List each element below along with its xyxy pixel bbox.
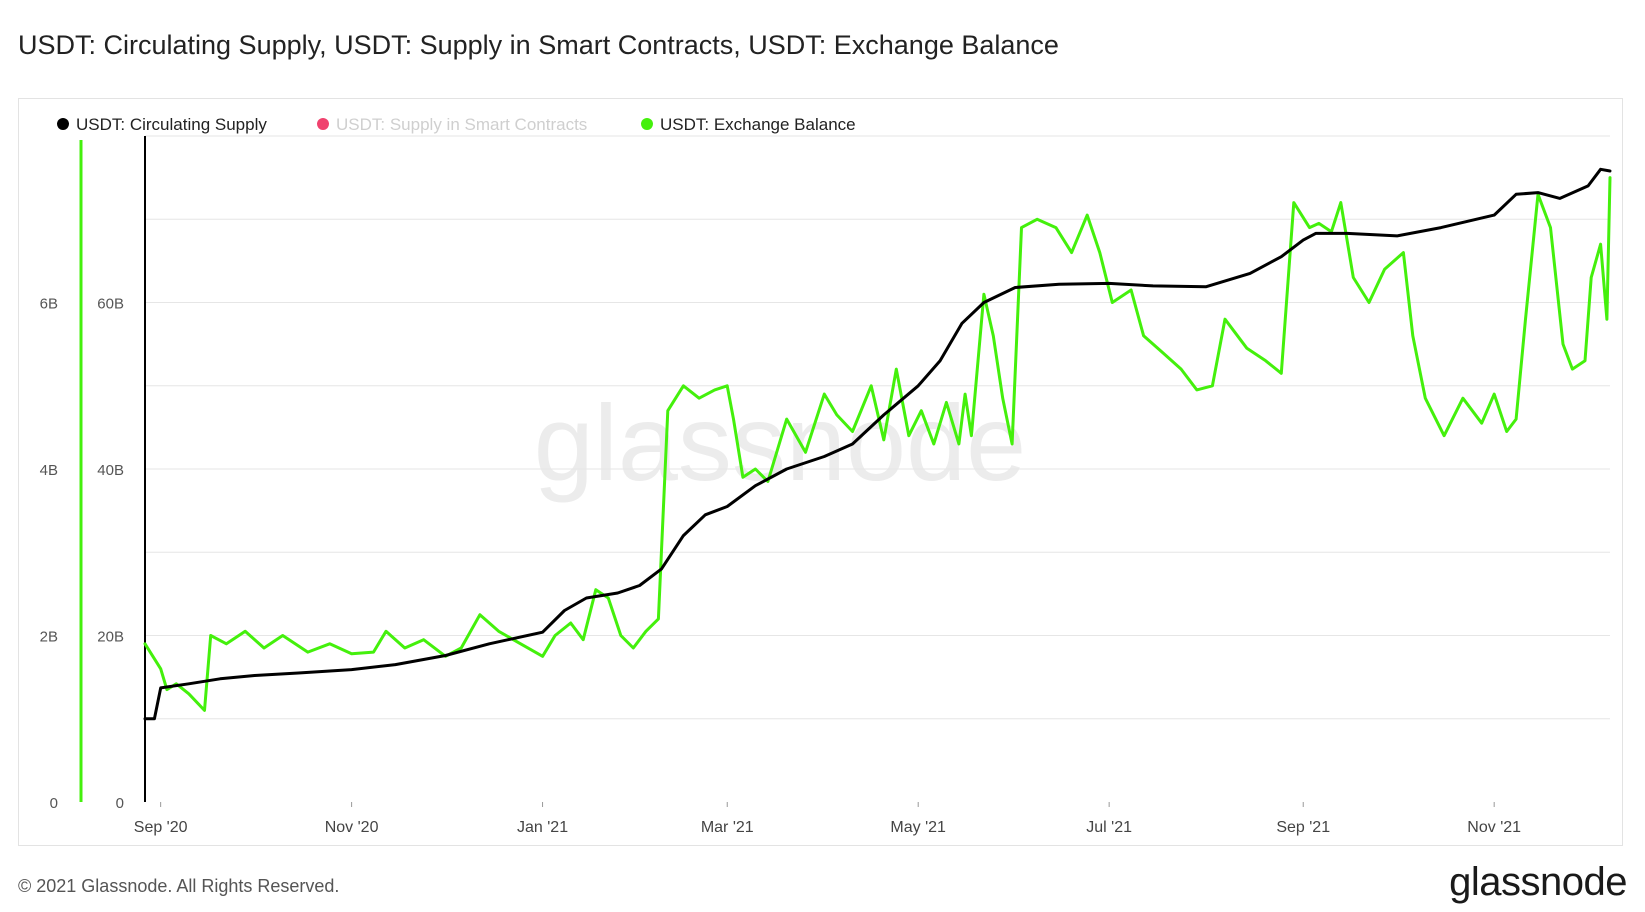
legend-item-smart-contracts[interactable]: USDT: Supply in Smart Contracts [317, 115, 587, 134]
x-tick-label: Sep '20 [134, 819, 188, 836]
x-tick-label: Mar '21 [701, 819, 754, 836]
legend-item-circulating[interactable]: USDT: Circulating Supply [57, 115, 267, 134]
series-line-exchange-balance [143, 176, 1612, 712]
legend-label-circulating: USDT: Circulating Supply [76, 115, 267, 134]
y-tick-labels: 0 2B 4B 6B 0 20B 40B 60B [40, 296, 124, 813]
copyright-footer: © 2021 Glassnode. All Rights Reserved. [18, 876, 340, 896]
supply-axis-tick-label: 40B [97, 462, 124, 479]
x-tick-label: Jul '21 [1086, 819, 1132, 836]
legend-dot-exchange [641, 118, 653, 130]
x-tick-label: Sep '21 [1276, 819, 1330, 836]
chart-panel [18, 98, 1623, 846]
series-line-circulating-supply [143, 167, 1612, 721]
exchange-axis-tick-label: 6B [40, 296, 58, 313]
exchange-axis-tick-label: 4B [40, 462, 58, 479]
chart-title: USDT: Circulating Supply, USDT: Supply i… [18, 30, 1059, 60]
x-tick-labels: Sep '20 Nov '20 Jan '21 Mar '21 May '21 Jul '… [134, 802, 1521, 836]
exchange-axis-tick-label: 2B [40, 629, 58, 646]
supply-axis-tick-label: 0 [116, 795, 124, 812]
legend-item-exchange[interactable]: USDT: Exchange Balance [641, 115, 856, 134]
legend-label-exchange: USDT: Exchange Balance [660, 115, 856, 134]
legend-dot-circulating [57, 118, 69, 130]
brand-logo[interactable]: glassnode [1449, 860, 1627, 904]
x-tick-label: Nov '21 [1467, 819, 1521, 836]
legend-label-smart-contracts: USDT: Supply in Smart Contracts [336, 115, 587, 134]
supply-axis-tick-label: 20B [97, 629, 124, 646]
axis-lines [79, 136, 146, 802]
legend-dot-smart-contracts [317, 118, 329, 130]
x-tick-label: May '21 [890, 819, 946, 836]
series-lines [143, 167, 1612, 721]
exchange-axis-tick-label: 0 [50, 795, 58, 812]
supply-axis-tick-label: 60B [97, 296, 124, 313]
legend: USDT: Circulating Supply USDT: Supply in… [57, 115, 856, 134]
x-tick-label: Jan '21 [517, 819, 568, 836]
x-tick-label: Nov '20 [325, 819, 379, 836]
